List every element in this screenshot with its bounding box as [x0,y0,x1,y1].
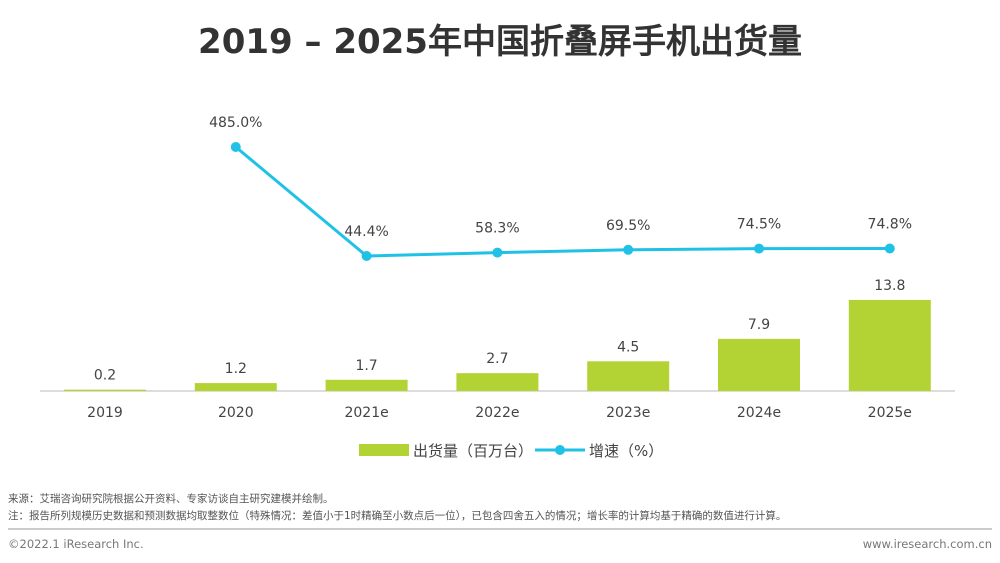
copyright: ©2022.1 iResearch Inc. [8,537,144,551]
bar [456,373,539,391]
bar-label: 0.2 [94,368,116,384]
growth-point [492,247,503,258]
x-tick-label: 2022e [475,405,519,421]
bar [194,383,277,391]
legend-bar-label: 出货量（百万台） [413,442,533,460]
bar [587,361,670,391]
growth-label: 58.3% [475,221,519,237]
growth-label: 74.8% [868,216,912,232]
bar [848,299,931,391]
growth-point [361,251,372,262]
bar [718,338,800,391]
x-tick-label: 2019 [87,405,123,421]
bar-label: 2.7 [486,351,508,367]
growth-label: 485.0% [209,115,262,131]
legend-line-label: 增速（%） [589,442,663,460]
divider [8,528,992,530]
growth-point [623,244,634,255]
chart-title: 2019 – 2025年中国折叠屏手机出货量 [198,22,802,62]
growth-label: 44.4% [344,224,388,240]
x-tick-label: 2025e [868,405,912,421]
legend-bar-swatch [359,444,409,456]
bar-label: 1.7 [355,358,377,374]
growth-point [884,243,895,254]
growth-label: 74.5% [737,217,781,233]
bar-label: 13.8 [874,278,905,294]
bar [64,389,146,391]
bar-label: 7.9 [748,317,770,333]
growth-point [754,243,764,254]
bar [325,379,408,391]
website: www.iresearch.com.cn [862,537,992,551]
growth-line [234,145,890,258]
growth-point [230,142,241,153]
x-tick-label: 2023e [606,405,650,421]
bar-label: 1.2 [225,361,247,377]
bar-label: 4.5 [617,339,639,355]
x-tick-label: 2024e [737,405,781,421]
legend-line-marker [555,445,565,455]
growth-label: 69.5% [606,218,650,234]
x-tick-label: 2020 [218,405,254,421]
x-tick-label: 2021e [344,405,388,421]
footnote: 注：报告所列规模历史数据和预测数据均取整数位（特殊情况：差值小于1时精确至小数点… [8,510,787,522]
source-note: 来源：艾瑞咨询研究院根据公开资料、专家访谈自主研究建模并绘制。 [8,493,334,505]
